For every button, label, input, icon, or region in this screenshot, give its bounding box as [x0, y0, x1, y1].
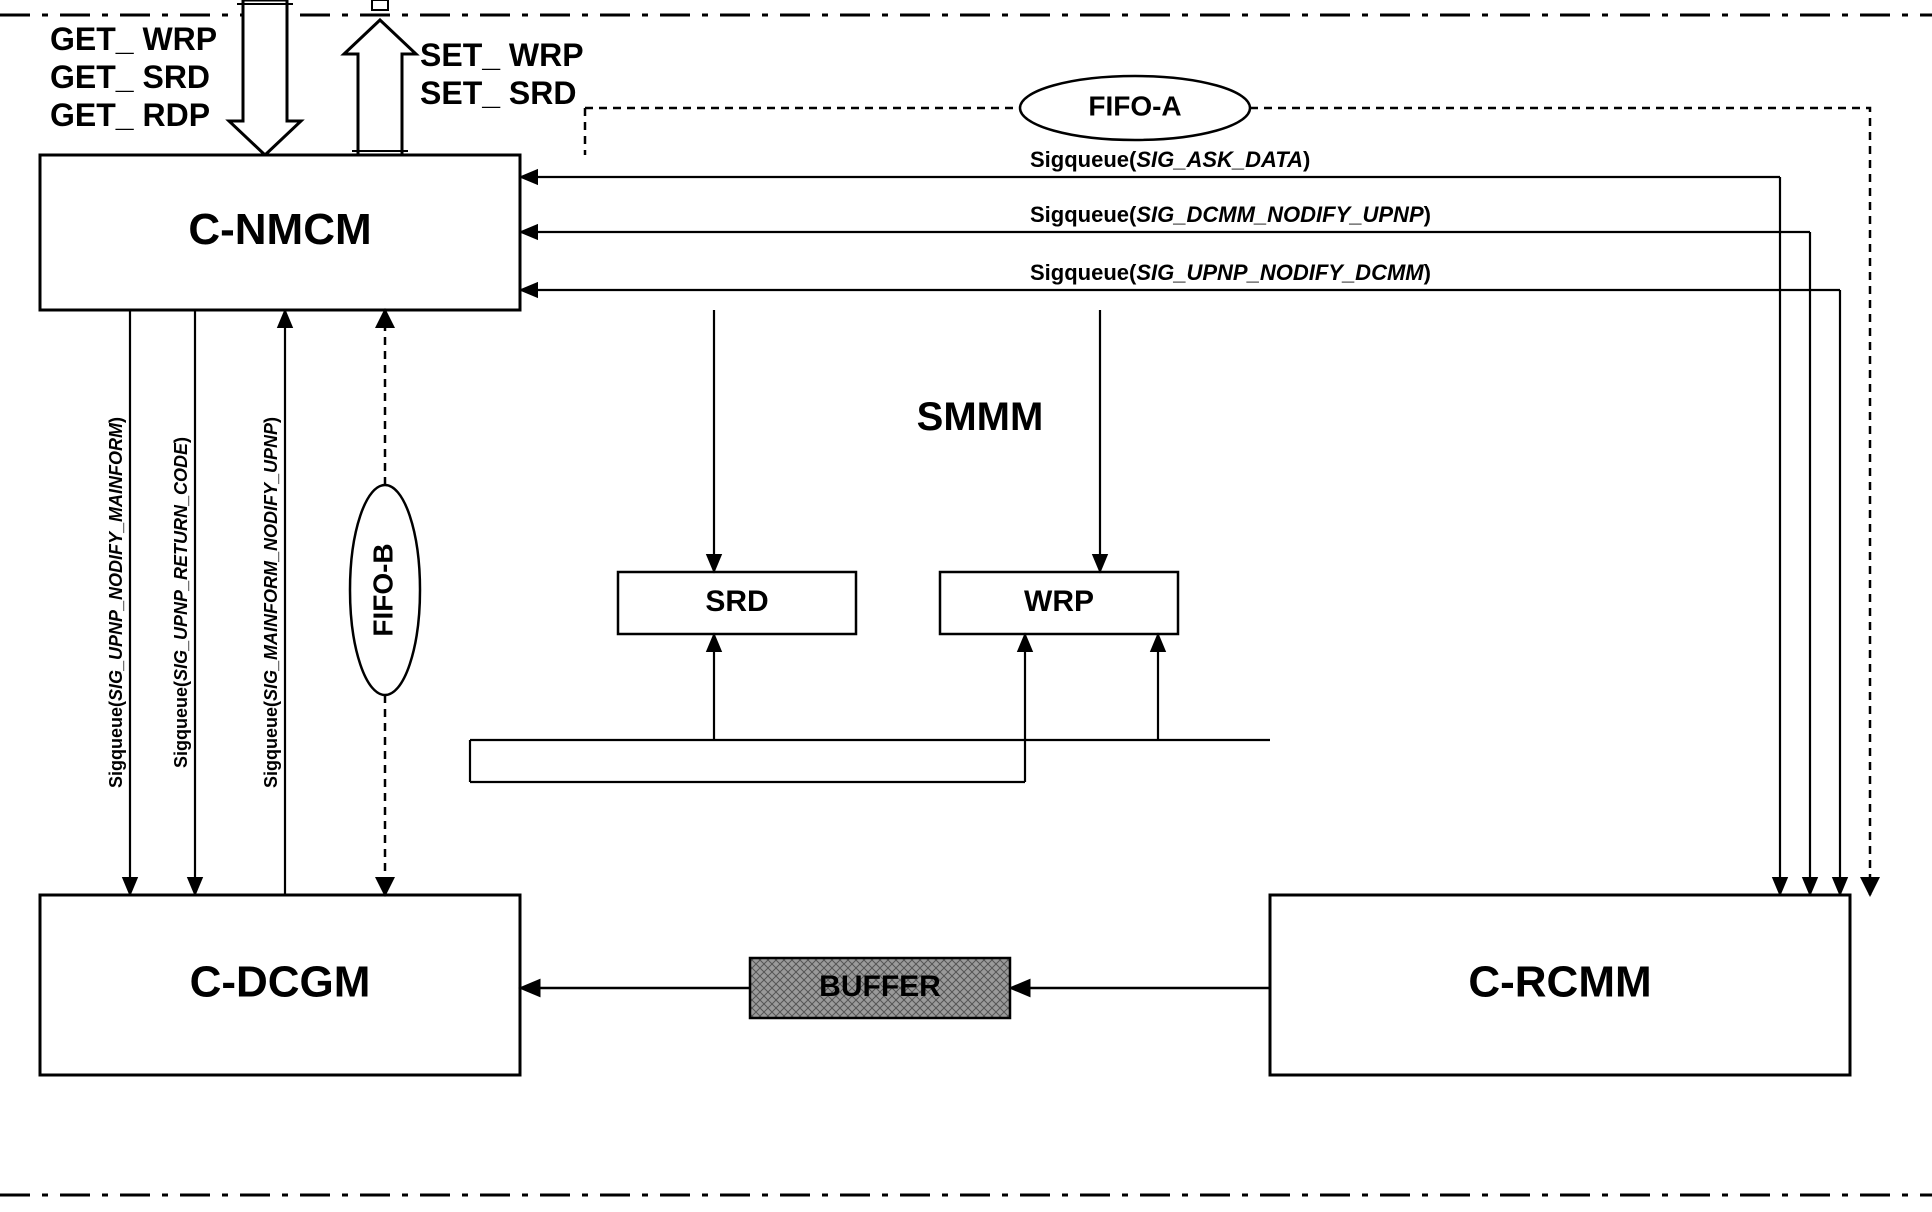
getset-label: SET_ SRD [420, 75, 576, 111]
fifo-b-label: FIFO-B [367, 543, 398, 636]
sig-label: Sigqueue(SIG_DCMM_NODIFY_UPNP) [1030, 202, 1431, 227]
buffer-label: BUFFER [819, 970, 941, 1003]
getset-label: SET_ WRP [420, 37, 584, 73]
nmcm-label: C-NMCM [188, 205, 371, 254]
getset-label: GET_ SRD [50, 59, 210, 95]
wrp-label: WRP [1024, 585, 1094, 618]
fifo-a-label: FIFO-A [1088, 90, 1181, 121]
srd-label: SRD [705, 585, 768, 618]
sig-vlabel: Sigqueue(SIG_UPNP_RETURN_CODE) [171, 437, 191, 768]
sig-vlabel: Sigqueue(SIG_MAINFORM_NODIFY_UPNP) [261, 417, 281, 788]
big-arrow-up [344, 20, 416, 155]
sig-label: Sigqueue(SIG_ASK_DATA) [1030, 147, 1310, 172]
big-arrow-down [229, 0, 301, 155]
getset-label: GET_ RDP [50, 97, 210, 133]
dcgm-label: C-DCGM [190, 958, 371, 1007]
rcmm-label: C-RCMM [1468, 958, 1651, 1007]
smmm-title: SMMM [917, 395, 1044, 439]
sig-label: Sigqueue(SIG_UPNP_NODIFY_DCMM) [1030, 260, 1431, 285]
sig-vlabel: Sigqueue(SIG_UPNP_NODIFY_MAINFORM) [106, 417, 126, 788]
getset-label: GET_ WRP [50, 21, 217, 57]
